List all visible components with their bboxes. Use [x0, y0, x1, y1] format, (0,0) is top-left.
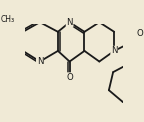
Text: O: O: [136, 29, 143, 38]
Text: N: N: [66, 18, 73, 27]
Text: N: N: [111, 46, 117, 55]
Text: N: N: [37, 57, 43, 66]
Text: CH₃: CH₃: [1, 15, 15, 24]
Text: O: O: [66, 73, 73, 82]
